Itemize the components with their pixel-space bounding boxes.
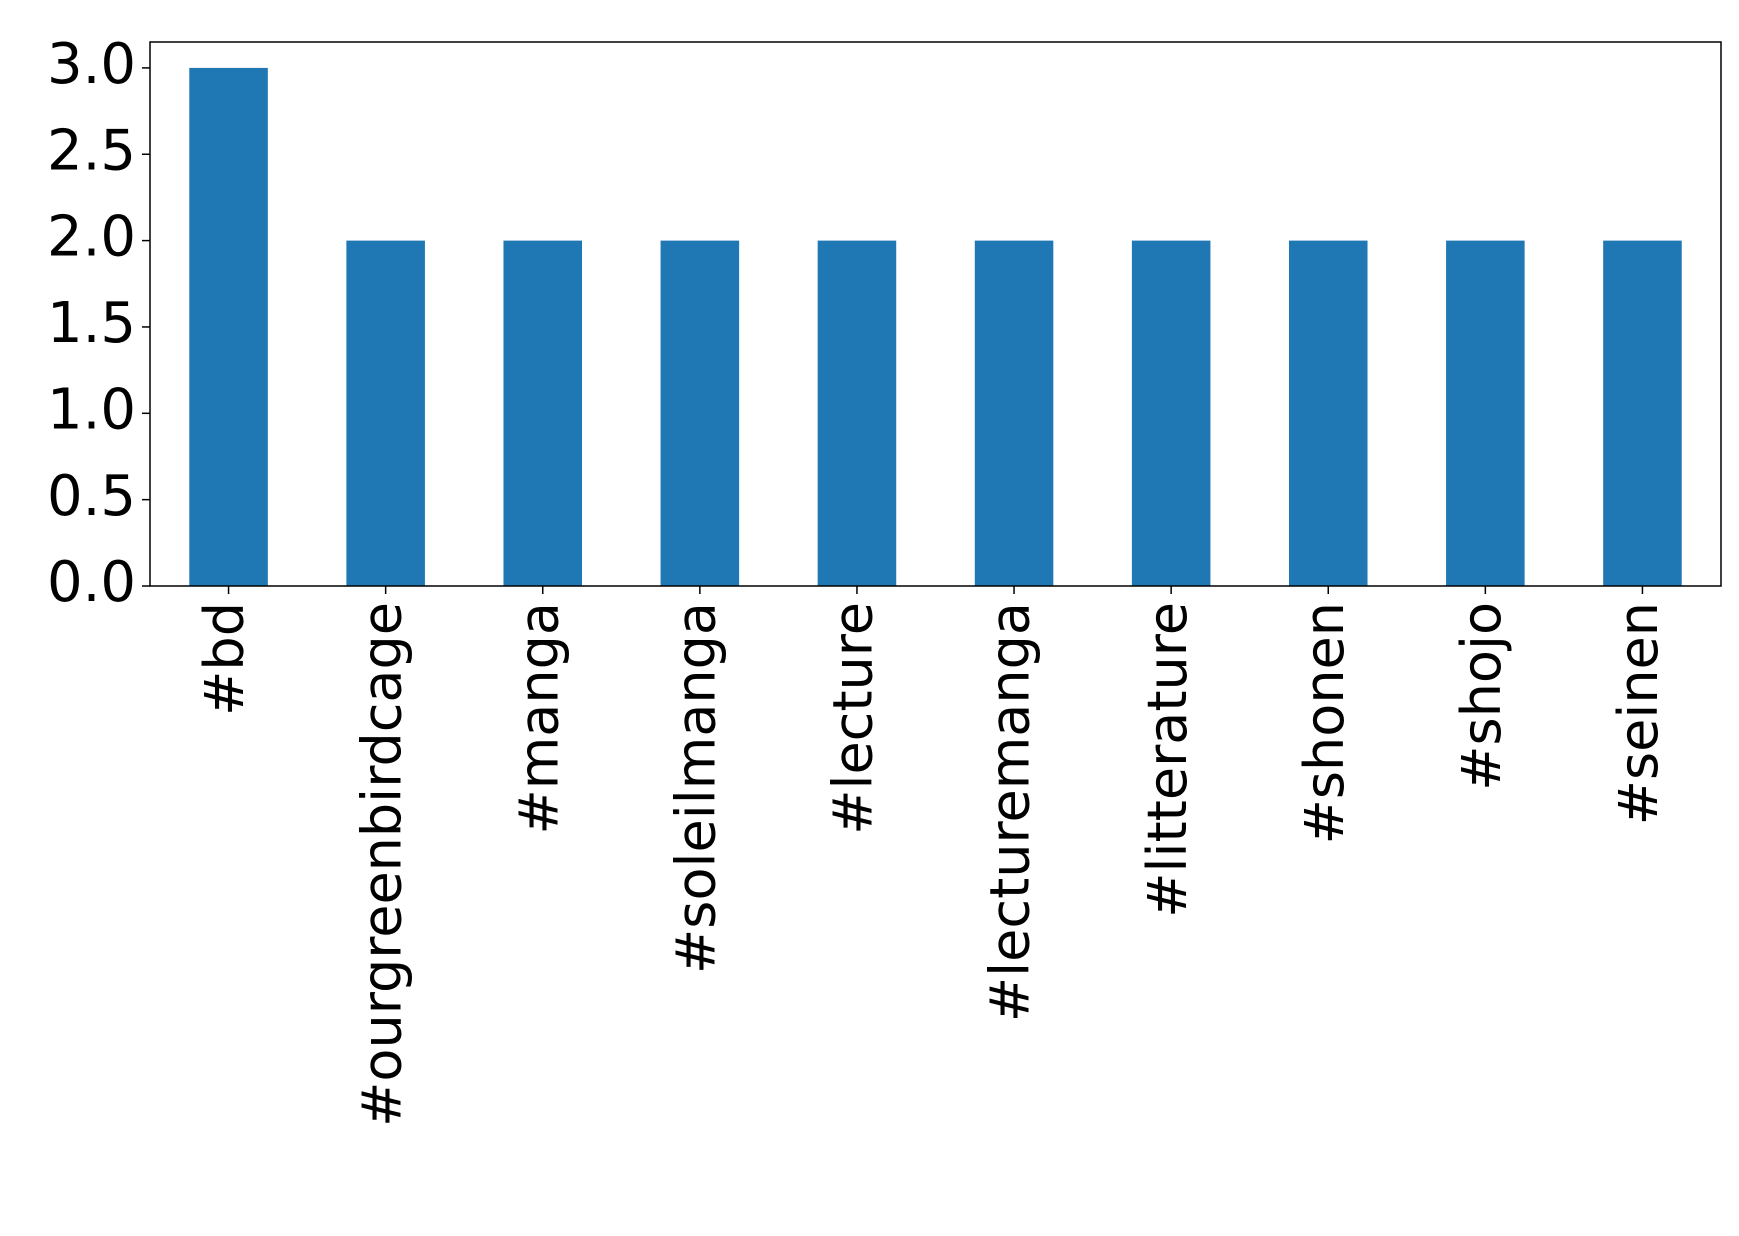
- x-tick-label: #shojo: [1450, 602, 1513, 791]
- x-tick-label: #bd: [193, 602, 256, 716]
- y-tick-label: 0.5: [47, 464, 136, 529]
- bar: [1131, 240, 1211, 586]
- x-tick-label: #seinen: [1607, 602, 1670, 825]
- y-tick-label: 0.0: [47, 550, 136, 615]
- y-tick-label: 1.5: [47, 291, 136, 356]
- y-tick-label: 2.0: [47, 205, 136, 270]
- bar: [660, 240, 740, 586]
- bar: [503, 240, 583, 586]
- bar: [817, 240, 897, 586]
- x-tick-label: #manga: [507, 602, 570, 835]
- x-tick-label: #lecturemanga: [979, 602, 1042, 1022]
- bar: [346, 240, 425, 586]
- x-tick-label: #soleilmanga: [664, 602, 727, 974]
- y-tick-label: 2.5: [47, 118, 136, 183]
- y-tick-label: 1.0: [47, 377, 136, 442]
- y-tick-label: 3.0: [47, 32, 136, 97]
- bar: [974, 240, 1054, 586]
- bar: [1603, 240, 1682, 586]
- bar: [1446, 240, 1525, 586]
- x-tick-label: #shonen: [1293, 602, 1356, 844]
- x-tick-label: #litterature: [1136, 602, 1199, 918]
- bar: [189, 67, 268, 586]
- x-tick-label: #lecture: [822, 602, 885, 835]
- bar: [1288, 240, 1368, 586]
- x-tick-label: #ourgreenbirdcage: [350, 602, 413, 1127]
- plot-frame: [149, 41, 1722, 587]
